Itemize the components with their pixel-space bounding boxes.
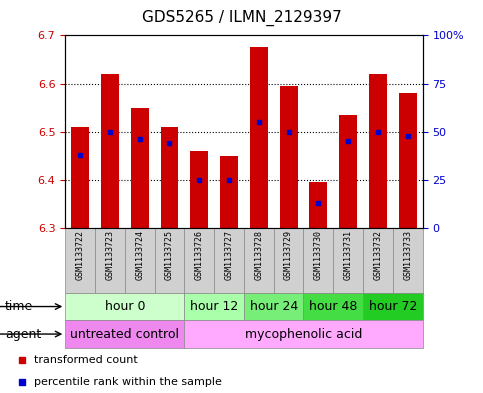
Bar	[160, 127, 178, 228]
Text: GSM1133730: GSM1133730	[314, 230, 323, 280]
Bar	[155, 228, 185, 293]
Bar	[131, 108, 149, 228]
Text: time: time	[5, 300, 33, 313]
Text: GSM1133732: GSM1133732	[373, 230, 383, 280]
Text: percentile rank within the sample: percentile rank within the sample	[33, 377, 221, 387]
Text: GSM1133726: GSM1133726	[195, 230, 204, 280]
Text: hour 72: hour 72	[369, 300, 417, 313]
Bar	[369, 74, 387, 228]
Text: hour 24: hour 24	[250, 300, 298, 313]
Text: GSM1133728: GSM1133728	[255, 230, 263, 280]
Text: hour 12: hour 12	[190, 300, 238, 313]
Bar	[101, 74, 119, 228]
Bar	[339, 115, 357, 228]
Text: agent: agent	[5, 327, 41, 341]
Bar	[393, 228, 423, 293]
Text: GSM1133733: GSM1133733	[403, 230, 412, 280]
Text: GSM1133722: GSM1133722	[76, 230, 85, 280]
Bar	[303, 293, 363, 320]
Bar	[274, 228, 303, 293]
Text: GDS5265 / ILMN_2129397: GDS5265 / ILMN_2129397	[142, 9, 341, 26]
Text: hour 0: hour 0	[104, 300, 145, 313]
Bar	[185, 320, 423, 348]
Bar	[185, 293, 244, 320]
Text: GSM1133725: GSM1133725	[165, 230, 174, 280]
Bar	[185, 228, 214, 293]
Bar	[71, 127, 89, 228]
Bar	[214, 228, 244, 293]
Bar	[363, 293, 423, 320]
Bar	[244, 228, 274, 293]
Bar	[310, 182, 327, 228]
Text: GSM1133723: GSM1133723	[105, 230, 114, 280]
Text: GSM1133727: GSM1133727	[225, 230, 233, 280]
Bar	[399, 93, 417, 228]
Bar	[95, 228, 125, 293]
Bar	[190, 151, 208, 228]
Bar	[65, 320, 185, 348]
Bar	[125, 228, 155, 293]
Text: GSM1133729: GSM1133729	[284, 230, 293, 280]
Text: hour 48: hour 48	[309, 300, 357, 313]
Bar	[65, 293, 185, 320]
Text: GSM1133731: GSM1133731	[344, 230, 353, 280]
Bar	[244, 293, 303, 320]
Bar	[220, 156, 238, 228]
Bar	[280, 86, 298, 228]
Text: transformed count: transformed count	[33, 355, 137, 365]
Bar	[303, 228, 333, 293]
Text: untreated control: untreated control	[70, 327, 179, 341]
Text: GSM1133724: GSM1133724	[135, 230, 144, 280]
Bar	[363, 228, 393, 293]
Bar	[250, 48, 268, 228]
Bar	[333, 228, 363, 293]
Text: mycophenolic acid: mycophenolic acid	[245, 327, 362, 341]
Bar	[65, 228, 95, 293]
